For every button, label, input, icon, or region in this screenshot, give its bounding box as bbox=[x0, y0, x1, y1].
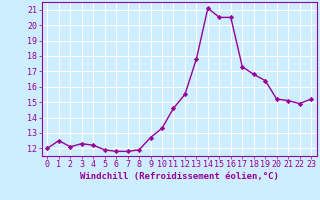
X-axis label: Windchill (Refroidissement éolien,°C): Windchill (Refroidissement éolien,°C) bbox=[80, 172, 279, 181]
